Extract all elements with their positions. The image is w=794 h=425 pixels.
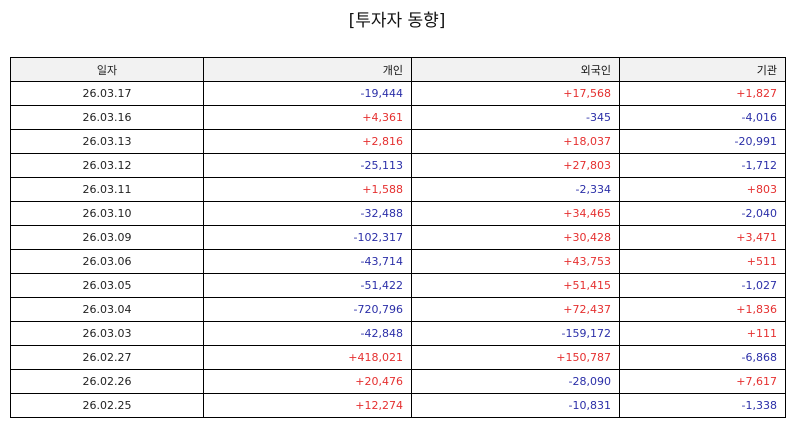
- table-row: 26.03.13 +2,816 +18,037 -20,991: [10, 129, 786, 154]
- table-row: 26.03.12 -25,113 +27,803 -1,712: [10, 153, 786, 178]
- cell-individual: +1,588: [203, 177, 412, 202]
- cell-foreign: +18,037: [411, 129, 620, 154]
- cell-individual: -43,714: [203, 249, 412, 274]
- table-header-row: 일자 개인 외국인 기관: [10, 57, 786, 82]
- cell-individual: +418,021: [203, 345, 412, 370]
- cell-individual: -720,796: [203, 297, 412, 322]
- investor-trend-table: 일자 개인 외국인 기관 26.03.17 -19,444 +17,568 +1,82…: [10, 57, 786, 418]
- cell-foreign: +72,437: [411, 297, 620, 322]
- table-row: 26.02.27 +418,021 +150,787 -6,868: [10, 345, 786, 370]
- table-body: 26.03.17 -19,444 +17,568 +1,827 26.03.16 +4,3…: [10, 81, 786, 418]
- table-row: 26.03.16 +4,361 -345 -4,016: [10, 105, 786, 130]
- cell-institution: -2,040: [619, 201, 786, 226]
- cell-date: 26.03.04: [10, 297, 204, 322]
- cell-date: 26.03.16: [10, 105, 204, 130]
- cell-foreign: -2,334: [411, 177, 620, 202]
- cell-individual: -51,422: [203, 273, 412, 298]
- cell-institution: -1,027: [619, 273, 786, 298]
- cell-institution: -1,712: [619, 153, 786, 178]
- cell-date: 26.03.17: [10, 81, 204, 106]
- cell-institution: -1,338: [619, 393, 786, 418]
- cell-foreign: -10,831: [411, 393, 620, 418]
- cell-date: 26.03.12: [10, 153, 204, 178]
- cell-individual: -19,444: [203, 81, 412, 106]
- cell-date: 26.03.11: [10, 177, 204, 202]
- table-row: 26.03.03 -42,848 -159,172 +111: [10, 321, 786, 346]
- table-row: 26.03.17 -19,444 +17,568 +1,827: [10, 81, 786, 106]
- cell-date: 26.02.26: [10, 369, 204, 394]
- table-row: 26.03.04 -720,796 +72,437 +1,836: [10, 297, 786, 322]
- cell-institution: +1,836: [619, 297, 786, 322]
- cell-foreign: +150,787: [411, 345, 620, 370]
- table-row: 26.03.06 -43,714 +43,753 +511: [10, 249, 786, 274]
- cell-date: 26.02.27: [10, 345, 204, 370]
- cell-foreign: +51,415: [411, 273, 620, 298]
- cell-institution: -4,016: [619, 105, 786, 130]
- table-row: 26.03.10 -32,488 +34,465 -2,040: [10, 201, 786, 226]
- cell-foreign: +43,753: [411, 249, 620, 274]
- cell-foreign: +34,465: [411, 201, 620, 226]
- cell-foreign: -28,090: [411, 369, 620, 394]
- cell-individual: +4,361: [203, 105, 412, 130]
- cell-date: 26.03.13: [10, 129, 204, 154]
- cell-institution: +803: [619, 177, 786, 202]
- table-row: 26.02.26 +20,476 -28,090 +7,617: [10, 369, 786, 394]
- cell-date: 26.03.10: [10, 201, 204, 226]
- cell-institution: +3,471: [619, 225, 786, 250]
- cell-foreign: +17,568: [411, 81, 620, 106]
- table-row: 26.03.09 -102,317 +30,428 +3,471: [10, 225, 786, 250]
- cell-foreign: +30,428: [411, 225, 620, 250]
- cell-individual: +12,274: [203, 393, 412, 418]
- header-institution: 기관: [619, 57, 786, 82]
- table-row: 26.03.05 -51,422 +51,415 -1,027: [10, 273, 786, 298]
- cell-institution: -20,991: [619, 129, 786, 154]
- cell-individual: -32,488: [203, 201, 412, 226]
- cell-institution: +1,827: [619, 81, 786, 106]
- cell-date: 26.02.25: [10, 393, 204, 418]
- header-foreign: 외국인: [411, 57, 620, 82]
- cell-date: 26.03.05: [10, 273, 204, 298]
- cell-individual: -25,113: [203, 153, 412, 178]
- cell-institution: +511: [619, 249, 786, 274]
- table-row: 26.03.11 +1,588 -2,334 +803: [10, 177, 786, 202]
- cell-foreign: -159,172: [411, 321, 620, 346]
- header-date: 일자: [10, 57, 204, 82]
- page-title: [투자자 동향]: [348, 11, 446, 31]
- cell-individual: +2,816: [203, 129, 412, 154]
- cell-foreign: -345: [411, 105, 620, 130]
- cell-date: 26.03.06: [10, 249, 204, 274]
- cell-individual: -42,848: [203, 321, 412, 346]
- cell-date: 26.03.09: [10, 225, 204, 250]
- header-individual: 개인: [203, 57, 412, 82]
- cell-foreign: +27,803: [411, 153, 620, 178]
- cell-individual: -102,317: [203, 225, 412, 250]
- cell-date: 26.03.03: [10, 321, 204, 346]
- cell-institution: +111: [619, 321, 786, 346]
- cell-individual: +20,476: [203, 369, 412, 394]
- cell-institution: -6,868: [619, 345, 786, 370]
- cell-institution: +7,617: [619, 369, 786, 394]
- table-row: 26.02.25 +12,274 -10,831 -1,338: [10, 393, 786, 418]
